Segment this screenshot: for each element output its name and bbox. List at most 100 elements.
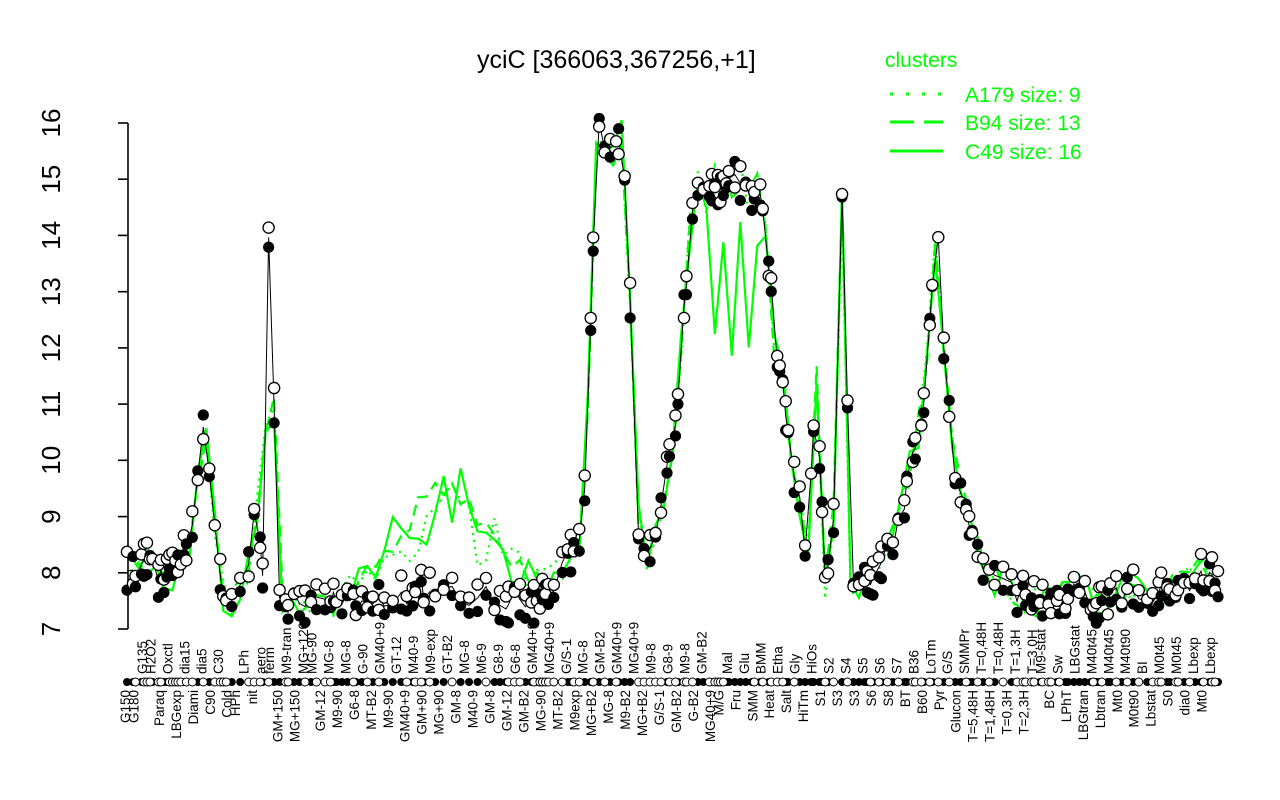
svg-text:M9-stat: M9-stat: [1034, 629, 1049, 674]
svg-text:GM40+9: GM40+9: [525, 622, 540, 674]
svg-text:GM+90: GM+90: [415, 690, 430, 735]
svg-text:MG+B2: MG+B2: [635, 690, 650, 736]
svg-text:S0: S0: [1161, 690, 1176, 707]
svg-text:Heat: Heat: [762, 690, 777, 719]
svg-text:GM-B2: GM-B2: [516, 690, 531, 733]
svg-text:clusters: clusters: [885, 49, 957, 72]
svg-text:GT-12: GT-12: [389, 636, 404, 674]
svg-text:GM40+9: GM40+9: [372, 622, 387, 674]
svg-text:MG-8: MG-8: [601, 690, 616, 724]
svg-text:GM-12: GM-12: [313, 690, 328, 731]
svg-text:T=1,48H: T=1,48H: [983, 690, 998, 742]
svg-text:T=2,3H: T=2,3H: [1017, 690, 1032, 735]
svg-text:MT-B2: MT-B2: [364, 690, 379, 730]
svg-text:GM-B2: GM-B2: [669, 690, 684, 733]
svg-text:MG-8: MG-8: [338, 640, 353, 674]
svg-text:Oxctl: Oxctl: [160, 643, 175, 674]
svg-text:LBGexp: LBGexp: [169, 690, 184, 739]
svg-text:Lbtran: Lbtran: [1093, 690, 1108, 728]
svg-text:A179 size: 9: A179 size: 9: [965, 84, 1081, 107]
svg-text:C30: C30: [211, 649, 226, 674]
svg-text:dia0: dia0: [1178, 690, 1193, 716]
svg-text:M40t90: M40t90: [1118, 629, 1133, 674]
svg-text:M9-exp: M9-exp: [423, 629, 438, 674]
svg-text:Paraq: Paraq: [152, 690, 167, 726]
svg-text:T=0,48H: T=0,48H: [974, 622, 989, 674]
svg-text:BC: BC: [1042, 690, 1057, 709]
svg-text:T=0,48H: T=0,48H: [991, 622, 1006, 674]
svg-text:GM-B2: GM-B2: [694, 631, 709, 674]
svg-text:MG40+9: MG40+9: [627, 622, 642, 674]
svg-text:11: 11: [36, 391, 66, 418]
svg-text:M/G: M/G: [711, 690, 726, 716]
svg-text:LoTm: LoTm: [923, 639, 938, 674]
svg-text:ferm: ferm: [262, 647, 277, 674]
svg-text:dia15: dia15: [177, 641, 192, 674]
svg-text:G/S-1: G/S-1: [559, 639, 574, 674]
svg-text:LBGtran: LBGtran: [1076, 690, 1091, 740]
svg-text:T=5,48H: T=5,48H: [966, 690, 981, 742]
svg-text:S8: S8: [881, 690, 896, 707]
svg-text:7: 7: [36, 622, 66, 636]
svg-text:Mal: Mal: [720, 652, 735, 674]
svg-text:Sw: Sw: [1050, 655, 1065, 674]
svg-text:S7: S7: [889, 657, 904, 674]
svg-text:GM40+9: GM40+9: [398, 690, 413, 742]
svg-text:MG-90: MG-90: [305, 633, 320, 674]
svg-text:B94 size: 13: B94 size: 13: [965, 112, 1081, 135]
svg-text:M40-9: M40-9: [466, 690, 481, 728]
svg-text:MG-8: MG-8: [321, 640, 336, 674]
svg-text:BMM: BMM: [754, 643, 769, 675]
svg-text:dia5: dia5: [194, 648, 209, 674]
svg-text:Mt0: Mt0: [1110, 690, 1125, 713]
svg-text:9: 9: [36, 509, 66, 523]
svg-text:S3: S3: [847, 690, 862, 707]
svg-text:HPh: HPh: [228, 690, 243, 716]
svg-text:MG+B2: MG+B2: [584, 690, 599, 736]
svg-text:15: 15: [36, 165, 66, 194]
svg-text:GT-B2: GT-B2: [440, 635, 455, 674]
svg-text:M9-B2: M9-B2: [618, 690, 633, 730]
svg-text:LPhT: LPhT: [1059, 690, 1074, 722]
svg-text:S2: S2: [822, 657, 837, 674]
svg-text:T=0,3H: T=0,3H: [1000, 690, 1015, 735]
svg-text:yciC [366063,367256,+1]: yciC [366063,367256,+1]: [477, 46, 756, 74]
svg-text:M0t45: M0t45: [1152, 636, 1167, 674]
svg-text:GM-8: GM-8: [449, 690, 464, 724]
svg-text:Glu: Glu: [737, 653, 752, 674]
svg-text:BI: BI: [1135, 661, 1150, 674]
svg-text:GM-12: GM-12: [499, 690, 514, 731]
svg-text:12: 12: [36, 333, 66, 362]
svg-text:C90: C90: [203, 690, 218, 715]
svg-text:C49 size: 16: C49 size: 16: [965, 141, 1082, 164]
svg-text:S5: S5: [856, 657, 871, 674]
svg-text:8: 8: [36, 566, 66, 580]
svg-text:GM-8: GM-8: [483, 690, 498, 724]
svg-text:SMM: SMM: [745, 690, 760, 722]
svg-text:GM40+9: GM40+9: [610, 622, 625, 674]
svg-text:G/S: G/S: [940, 651, 955, 674]
svg-text:HiOs: HiOs: [805, 644, 820, 674]
svg-text:M40t45: M40t45: [1101, 629, 1116, 674]
svg-text:M0t90: M0t90: [1127, 690, 1142, 728]
svg-text:G6-8: G6-8: [508, 644, 523, 674]
svg-text:16: 16: [36, 109, 66, 138]
svg-text:M9-tran: M9-tran: [279, 627, 294, 674]
svg-text:M9exp: M9exp: [567, 690, 582, 731]
svg-text:S4: S4: [839, 657, 854, 674]
svg-text:SMMPr: SMMPr: [957, 629, 972, 675]
svg-text:M9-90: M9-90: [330, 690, 345, 728]
svg-text:nit: nit: [245, 690, 260, 705]
svg-text:H2O2: H2O2: [143, 639, 158, 674]
svg-text:MG-8: MG-8: [576, 640, 591, 674]
svg-text:LPh: LPh: [237, 650, 252, 674]
svg-text:MG-8: MG-8: [457, 640, 472, 674]
svg-text:B36: B36: [906, 650, 921, 674]
svg-text:T=1,3H: T=1,3H: [1008, 629, 1023, 674]
svg-text:HiTm: HiTm: [796, 690, 811, 722]
svg-text:Etha: Etha: [771, 646, 786, 674]
svg-text:G180: G180: [127, 690, 142, 723]
svg-text:Lbstat: Lbstat: [1144, 690, 1159, 727]
svg-text:B60: B60: [915, 690, 930, 714]
svg-text:MG-90: MG-90: [533, 690, 548, 731]
